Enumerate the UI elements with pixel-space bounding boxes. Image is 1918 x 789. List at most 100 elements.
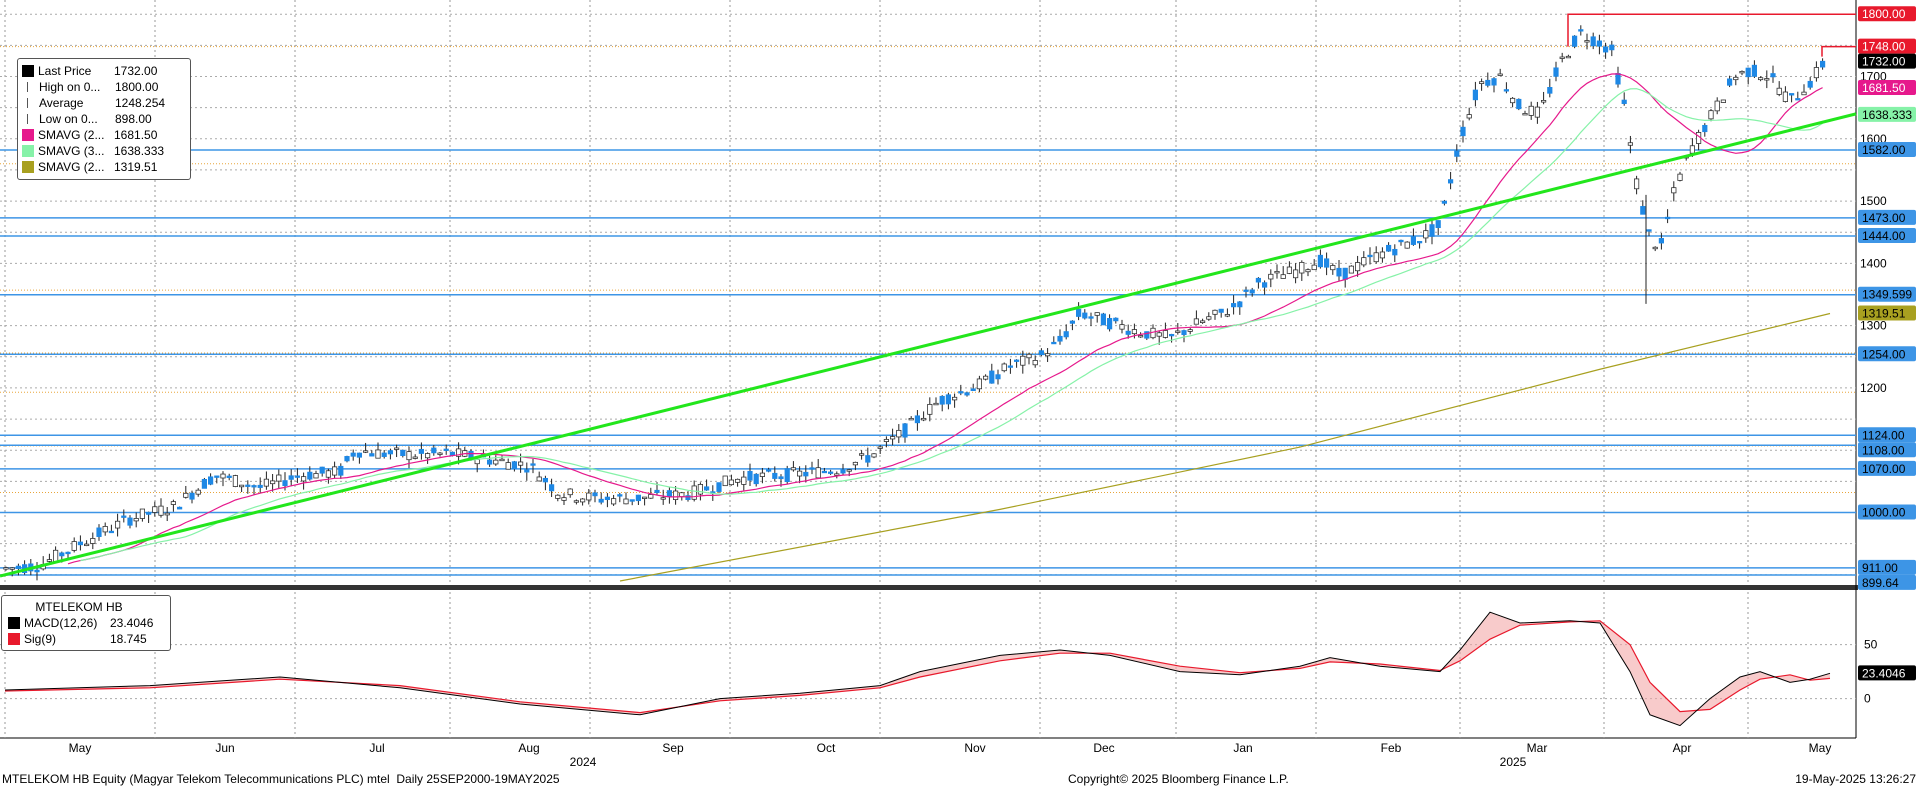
candle-body [958, 391, 964, 394]
right-label-box [1858, 38, 1916, 54]
candle-body [1677, 173, 1683, 181]
right-label-text: 1000.00 [1862, 505, 1906, 519]
candle-body [1020, 355, 1026, 366]
price-tick-label: 1500 [1860, 194, 1887, 208]
right-label-text: 1349.599 [1862, 288, 1912, 302]
candle-body [1361, 257, 1367, 266]
right-label-box [1858, 286, 1916, 302]
candle-body [443, 448, 449, 451]
candle-body [759, 472, 766, 477]
candle-body [189, 492, 195, 500]
candle-body [821, 470, 828, 474]
right-label-box [1858, 305, 1916, 321]
x-month-label: Jun [215, 741, 234, 755]
candle-body [387, 450, 394, 455]
candle-body [1441, 200, 1447, 204]
signal-series-name: Sig(9) [24, 632, 57, 646]
right-label-box [1858, 53, 1916, 69]
candle-body [1485, 79, 1491, 86]
candle-body [1565, 55, 1571, 59]
candle-body [1218, 308, 1224, 313]
price-legend: Last Price 1732.00 High on 0... 1800.00 Aver… [17, 58, 191, 180]
candle-body [1541, 100, 1547, 103]
candle-body [424, 453, 431, 459]
candle-body [592, 492, 598, 497]
candle-body [555, 494, 561, 499]
candle-body [226, 475, 232, 478]
candle-body [1466, 114, 1472, 119]
candle-body [1553, 67, 1559, 77]
candle-body [1305, 269, 1311, 273]
price-tick-label: 1700 [1860, 70, 1887, 84]
candle-body [90, 538, 96, 544]
candle-body [362, 450, 369, 453]
price-tick-label: 1400 [1860, 256, 1887, 270]
candle-body [809, 467, 815, 470]
candle-body [170, 501, 176, 505]
candle-body [580, 498, 586, 503]
candle-body [1789, 93, 1795, 96]
candle-body [1733, 76, 1739, 81]
candle-body [1590, 36, 1596, 47]
x-month-label: Jul [369, 741, 384, 755]
candle-body [642, 496, 648, 499]
right-label-box [1858, 559, 1916, 575]
candle-body [865, 455, 871, 463]
candle-body [381, 452, 387, 457]
candle-body [567, 488, 573, 496]
candle-body [871, 453, 877, 458]
candle-body [1658, 238, 1664, 244]
candle-body [1559, 56, 1565, 59]
candle-body [307, 471, 313, 480]
candle-body [766, 469, 772, 472]
candle-body [1007, 365, 1014, 368]
candle-body [964, 392, 970, 396]
candle-body [486, 459, 493, 465]
candle-body [921, 417, 927, 421]
candle-body [1187, 329, 1193, 332]
legend-label: SMAVG (3... [38, 144, 105, 158]
candle-body [1739, 71, 1745, 74]
candle-body [164, 512, 170, 516]
candle-body [1237, 301, 1243, 308]
candle-body [1200, 320, 1206, 323]
candle-body [883, 439, 890, 442]
right-label-box [1858, 504, 1916, 520]
macd-tick-label: 0 [1864, 692, 1871, 706]
candle-body [939, 395, 945, 405]
candle-body [1274, 271, 1280, 274]
candle-body [455, 448, 462, 457]
legend-value: 1319.51 [114, 160, 158, 174]
right-label-box [1858, 442, 1916, 458]
macd-fill [5, 612, 1830, 726]
right-label-box [1858, 346, 1916, 362]
candle-body [1373, 252, 1379, 263]
candle-body [1751, 64, 1757, 77]
x-month-label: Jan [1233, 741, 1252, 755]
legend-label: Low on 0... [39, 112, 98, 126]
candle-body [1386, 244, 1392, 252]
candle-body [1175, 330, 1181, 333]
x-month-label: Apr [1673, 741, 1692, 755]
candle-body [561, 497, 567, 501]
candle-body [1671, 187, 1677, 194]
candle-body [1646, 229, 1652, 232]
candle-body [300, 476, 307, 482]
candle-body [722, 475, 728, 487]
candle-body [1795, 98, 1801, 101]
footer-copyright: Copyright© 2025 Bloomberg Finance L.P. [1068, 772, 1289, 786]
legend-swatch [22, 145, 34, 157]
candle-body [1262, 282, 1268, 288]
candle-body [1038, 350, 1044, 356]
candle-body [1702, 124, 1708, 133]
candle-body [1138, 335, 1144, 338]
footer-timestamp: 19-May-2025 13:26:27 [1795, 772, 1916, 786]
candle-body [1665, 216, 1671, 220]
legend-label: High on 0... [39, 80, 101, 94]
candle-body [251, 485, 257, 488]
candle-body [195, 489, 201, 495]
candle-body [1603, 46, 1609, 53]
right-label-text: 1748.00 [1862, 40, 1906, 54]
candle-body [139, 508, 145, 519]
